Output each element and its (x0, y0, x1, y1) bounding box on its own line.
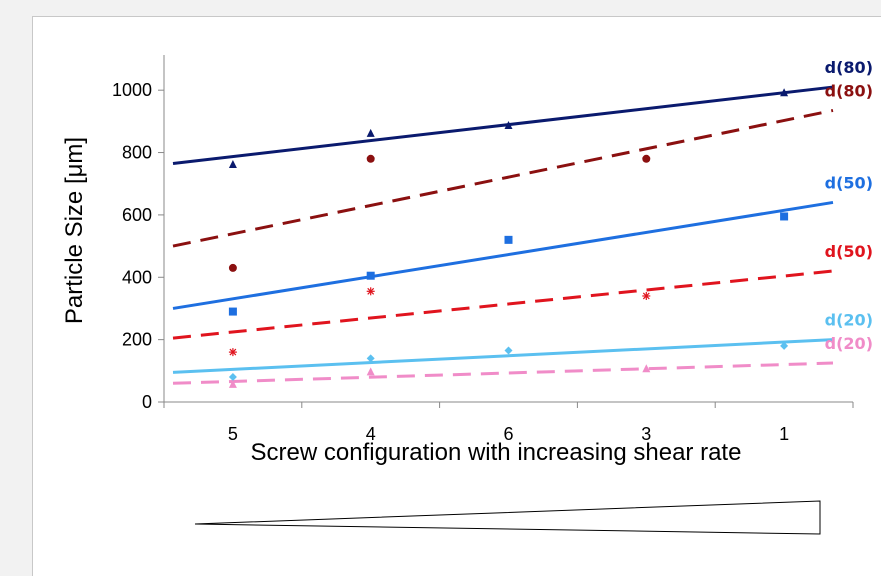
series-label: d(50) (825, 242, 873, 261)
data-point (780, 212, 789, 221)
x-tick-label: 5 (228, 424, 238, 444)
shear-rate-wedge (194, 500, 821, 535)
data-point (366, 271, 375, 280)
x-tick-label: 1 (779, 424, 789, 444)
data-point (228, 348, 237, 357)
data-point (366, 354, 375, 363)
data-point (780, 341, 789, 350)
chart-frame: 0 200 400 600 800 1000 5 4 6 3 1 Screw configuratio… (32, 16, 881, 576)
data-point (366, 154, 375, 163)
data-point (228, 379, 237, 388)
trend-line (172, 85, 834, 165)
data-point (228, 263, 237, 272)
data-point (366, 367, 375, 376)
x-tick-label: 4 (366, 424, 376, 444)
y-tick-label: 600 (122, 205, 152, 225)
x-axis-title: Screw configuration with increasing shea… (251, 439, 742, 466)
data-point (504, 346, 513, 355)
data-point (228, 373, 237, 382)
series-label: d(20) (825, 311, 873, 330)
series-label: d(80) (825, 81, 873, 100)
y-axis-title: Particle Size [μm] (61, 137, 88, 324)
data-point (366, 128, 375, 137)
trend-line (172, 200, 834, 310)
trend-line (172, 108, 834, 248)
x-tick-label: 6 (503, 424, 513, 444)
chart: 0 200 400 600 800 1000 5 4 6 3 1 Screw configuratio… (61, 55, 873, 535)
data-point (642, 291, 651, 300)
y-tick-label: 800 (122, 143, 152, 163)
series-label: d(50) (825, 173, 873, 192)
y-tick-label: 400 (122, 267, 152, 287)
data-point (642, 154, 651, 163)
trend-line (172, 338, 834, 374)
series-label: d(20) (825, 334, 873, 353)
y-tick-label: 0 (142, 392, 152, 412)
data-point (228, 307, 237, 316)
data-point (780, 88, 789, 97)
data-point (504, 121, 513, 130)
y-tick-label: 1000 (112, 80, 152, 100)
x-tick-label: 3 (641, 424, 651, 444)
data-point (228, 160, 237, 169)
y-tick-label: 200 (122, 330, 152, 350)
trend-line (172, 269, 834, 340)
data-point (642, 364, 651, 373)
data-point (504, 235, 513, 244)
series-label: d(80) (825, 58, 873, 77)
data-point (366, 287, 375, 296)
